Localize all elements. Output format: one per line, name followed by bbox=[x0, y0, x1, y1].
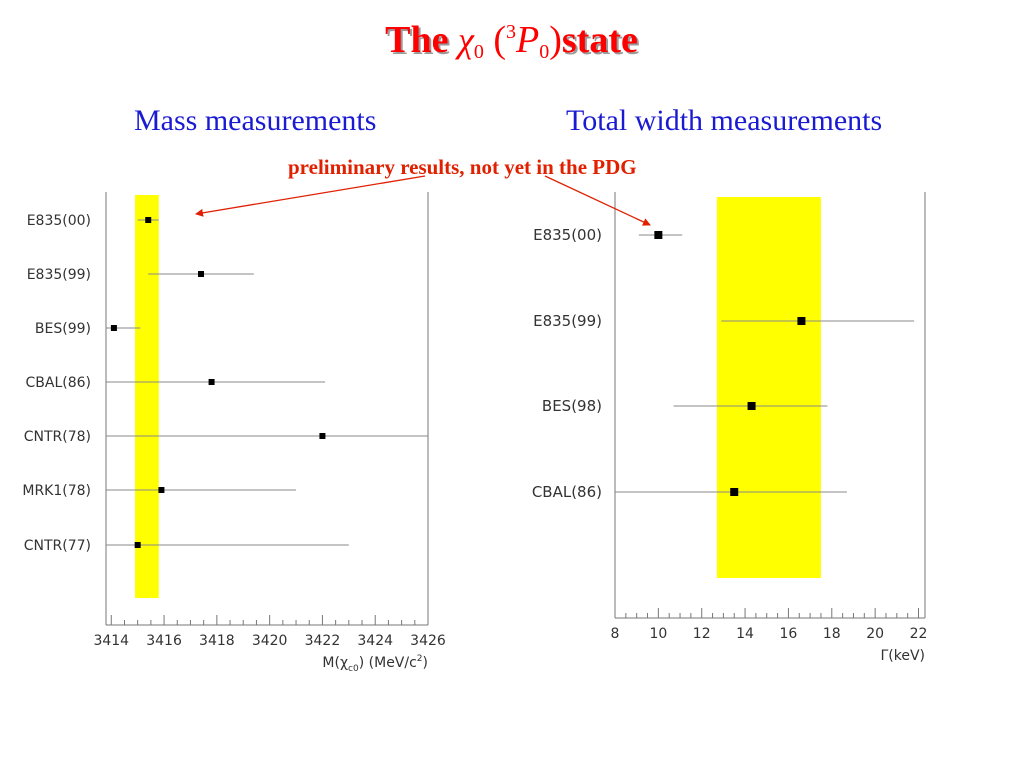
chart-0-category-label: MRK1(78) bbox=[22, 483, 91, 499]
chart-1-x-axis-title-part: Γ(keV) bbox=[880, 648, 925, 664]
chart-0-data-point bbox=[208, 379, 215, 385]
title-close-paren: ) bbox=[549, 19, 562, 61]
chart-0-tick-label: 3416 bbox=[146, 633, 182, 649]
chart-1-data-point bbox=[747, 402, 756, 410]
chart-0-x-axis-title-part: c0 bbox=[348, 664, 359, 674]
chart-0-average-band bbox=[135, 195, 159, 598]
chart-0-x-axis-title-part: 2 bbox=[417, 654, 423, 664]
chart-1-x-axis-title: Γ(keV) bbox=[880, 648, 925, 664]
chart-1-data-point bbox=[797, 317, 806, 325]
slide-title: The χ0 (3P0)state bbox=[0, 18, 1023, 64]
chart-0-tick-label: 3418 bbox=[199, 633, 235, 649]
chart-0-data-point bbox=[319, 433, 326, 439]
title-P-symbol: P bbox=[516, 19, 540, 61]
chart-0-data-point bbox=[134, 542, 141, 548]
chart-0-category-label: CNTR(78) bbox=[24, 429, 91, 445]
title-chi-symbol: χ bbox=[458, 20, 474, 60]
chart-0-tick-label: 3420 bbox=[252, 633, 288, 649]
chart-0-category-label: E835(00) bbox=[27, 213, 91, 229]
chart-0-data-point bbox=[110, 325, 117, 331]
chart-1-category-label: CBAL(86) bbox=[532, 483, 602, 501]
chart-0-tick-label: 3426 bbox=[410, 633, 446, 649]
width-chart: 8 10 12 14 16 18 20 22 E835(00) E835(99) BES(98) CB… bbox=[532, 192, 928, 664]
chart-0-x-axis-title-part: ) (MeV/c bbox=[359, 655, 417, 671]
chart-1-tick-label: 22 bbox=[910, 626, 928, 642]
chart-0-category-label: CBAL(86) bbox=[26, 375, 92, 391]
title-word-the: The bbox=[385, 19, 449, 61]
chart-1-average-band bbox=[716, 197, 821, 578]
chart-0-data-point bbox=[145, 217, 152, 223]
chart-0-x-axis-title-part: ) bbox=[423, 655, 428, 671]
mass-heading: Mass measurements bbox=[134, 104, 377, 137]
chart-1-tick-label: 18 bbox=[823, 626, 841, 642]
preliminary-note: preliminary results, not yet in the PDG bbox=[288, 155, 637, 179]
chart-1-category-label: E835(00) bbox=[533, 226, 602, 244]
chart-1-tick-label: 10 bbox=[649, 626, 667, 642]
chart-0-tick-label: 3424 bbox=[357, 633, 393, 649]
note-arrow-right bbox=[544, 175, 651, 226]
chart-0-tick-label: 3414 bbox=[93, 633, 129, 649]
chart-1-tick-label: 8 bbox=[611, 626, 620, 642]
chart-0-x-axis-title-part: M(χ bbox=[322, 655, 348, 671]
chart-0-category-label: E835(99) bbox=[27, 267, 91, 283]
chart-0-data-point bbox=[198, 271, 205, 277]
title-word-state: state bbox=[561, 19, 638, 61]
chart-1-category-label: BES(98) bbox=[542, 397, 602, 415]
chart-1-tick-label: 12 bbox=[693, 626, 711, 642]
chart-1-data-point bbox=[654, 231, 663, 239]
title-open-paren: ( bbox=[493, 19, 506, 61]
chart-1-tick-label: 20 bbox=[866, 626, 884, 642]
chart-0-category-label: BES(99) bbox=[35, 321, 91, 337]
title-superscript: 3 bbox=[506, 21, 516, 43]
mass-chart: 3414 3416 3418 3420 3422 3424 3426 E835(00) E835… bbox=[22, 192, 446, 674]
title-P-subscript: 0 bbox=[539, 41, 550, 63]
chart-1-tick-label: 16 bbox=[780, 626, 798, 642]
chart-0-tick-label: 3422 bbox=[305, 633, 341, 649]
width-heading: Total width measurements bbox=[566, 104, 883, 137]
note-arrow-left bbox=[195, 175, 426, 217]
chart-1-data-point bbox=[730, 488, 739, 496]
title-chi-subscript: 0 bbox=[473, 41, 484, 63]
chart-0-category-label: CNTR(77) bbox=[24, 538, 91, 554]
chart-1-category-label: E835(99) bbox=[533, 312, 602, 330]
chart-1-tick-label: 14 bbox=[736, 626, 754, 642]
chart-0-data-point bbox=[158, 487, 165, 493]
chart-0-x-axis-title: M(χc0) (MeV/c2) bbox=[322, 654, 428, 674]
